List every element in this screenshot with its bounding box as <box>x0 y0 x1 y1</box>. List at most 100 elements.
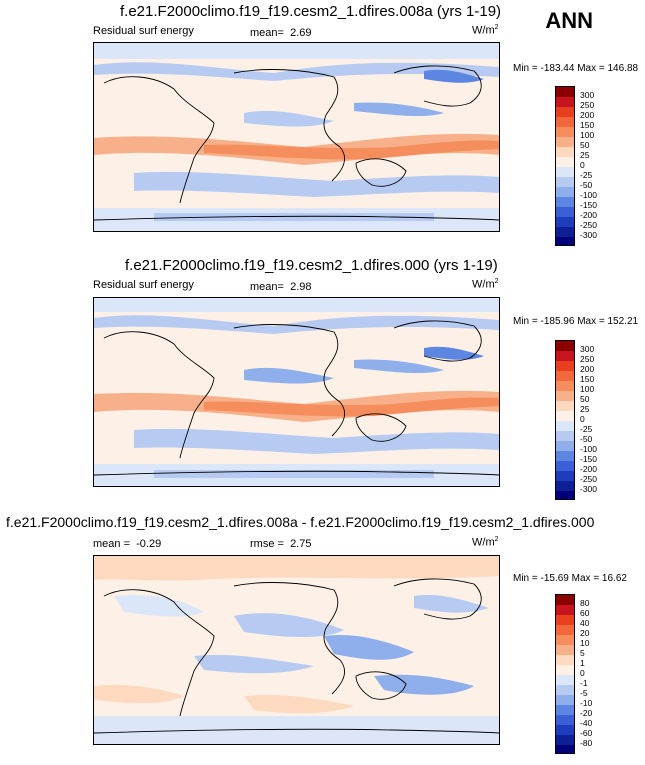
colorbar-swatch <box>556 177 574 187</box>
colorbar-swatch <box>556 361 574 371</box>
colorbar-tick-label: -10 <box>580 698 593 708</box>
colorbar-tick-label: 100 <box>580 130 595 140</box>
colorbar-swatch <box>556 351 574 361</box>
colorbar-tick-label: 60 <box>580 608 590 618</box>
units-label: W/m2 <box>472 24 499 37</box>
colorbar-swatch <box>556 595 574 605</box>
colorbar-swatch <box>556 197 574 207</box>
colorbar-swatch <box>556 725 574 735</box>
colorbar-tick-label: 150 <box>580 120 595 130</box>
min-max-label: Min = -15.69 Max = 16.62 <box>513 573 627 584</box>
map-field <box>94 556 499 744</box>
map-plot <box>93 42 500 232</box>
colorbar-swatch <box>556 147 574 157</box>
colorbar-tick-label: -80 <box>580 738 593 748</box>
colorbar-swatch <box>556 461 574 471</box>
mean-stat: mean= 2.98 <box>250 281 312 293</box>
colorbar-tick-label: 0 <box>580 160 585 170</box>
map-plot <box>93 555 500 745</box>
colorbar-tick-label: 40 <box>580 618 590 628</box>
colorbar-tick-label: -20 <box>580 708 593 718</box>
colorbar-swatch <box>556 227 574 237</box>
colorbar-tick-label: -25 <box>580 170 593 180</box>
colorbar-swatch <box>556 207 574 217</box>
colorbar-swatch <box>556 107 574 117</box>
colorbar-swatch <box>556 735 574 745</box>
colorbar-tick-label: -150 <box>580 200 598 210</box>
colorbar-tick-label: 50 <box>580 140 590 150</box>
colorbar-tick-label: -150 <box>580 454 598 464</box>
colorbar-tick-label: -300 <box>580 484 598 494</box>
colorbar-tick-label: 300 <box>580 90 595 100</box>
colorbar-swatch <box>556 371 574 381</box>
colorbar-tick-label: 250 <box>580 354 595 364</box>
rmse-stat: rmse = 2.75 <box>250 538 312 550</box>
colorbar-tick-label: 0 <box>580 414 585 424</box>
colorbar-tick-label: 200 <box>580 364 595 374</box>
colorbar-tick-label: 300 <box>580 344 595 354</box>
colorbar-swatch <box>556 97 574 107</box>
colorbar-tick-label: -5 <box>580 688 588 698</box>
colorbar-swatch <box>556 615 574 625</box>
colorbar-swatch <box>556 401 574 411</box>
colorbar-swatch <box>556 625 574 635</box>
colorbar-swatch <box>556 137 574 147</box>
colorbar-swatch <box>556 665 574 675</box>
panel-title: f.e21.F2000climo.f19_f19.cesm2_1.dfires.… <box>6 514 595 530</box>
colorbar-swatch <box>556 187 574 197</box>
colorbar <box>555 340 575 500</box>
min-max-label: Min = -185.96 Max = 152.21 <box>513 316 639 327</box>
colorbar-swatch <box>556 745 574 753</box>
colorbar-swatch <box>556 655 574 665</box>
season-label: ANN <box>545 8 593 33</box>
units-label: W/m2 <box>472 278 499 291</box>
colorbar-swatch <box>556 645 574 655</box>
colorbar-swatch <box>556 605 574 615</box>
colorbar-swatch <box>556 411 574 421</box>
colorbar-tick-label: 250 <box>580 100 595 110</box>
colorbar-swatch <box>556 117 574 127</box>
colorbar-swatch <box>556 167 574 177</box>
colorbar-swatch <box>556 431 574 441</box>
colorbar-swatch <box>556 391 574 401</box>
colorbar-tick-label: 200 <box>580 110 595 120</box>
colorbar-tick-label: 50 <box>580 394 590 404</box>
colorbar-swatch <box>556 705 574 715</box>
colorbar-swatch <box>556 421 574 431</box>
colorbar-tick-label: 10 <box>580 638 590 648</box>
colorbar-swatch <box>556 481 574 491</box>
colorbar-swatch <box>556 451 574 461</box>
variable-label: Residual surf energy <box>93 279 194 291</box>
colorbar-tick-label: -250 <box>580 220 598 230</box>
colorbar-tick-label: -40 <box>580 718 593 728</box>
colorbar-tick-label: -200 <box>580 210 598 220</box>
colorbar-swatch <box>556 237 574 245</box>
variable-label: Residual surf energy <box>93 25 194 37</box>
colorbar <box>555 86 575 246</box>
map-field <box>94 43 499 231</box>
colorbar-tick-label: 1 <box>580 658 585 668</box>
colorbar-swatch <box>556 441 574 451</box>
colorbar-tick-label: -250 <box>580 474 598 484</box>
colorbar-tick-label: 100 <box>580 384 595 394</box>
map-field <box>94 298 499 486</box>
colorbar-tick-label: 20 <box>580 628 590 638</box>
colorbar-swatch <box>556 675 574 685</box>
colorbar-swatch <box>556 127 574 137</box>
colorbar-tick-label: -50 <box>580 180 593 190</box>
colorbar-swatch <box>556 685 574 695</box>
units-label: W/m2 <box>472 536 499 549</box>
colorbar-swatch <box>556 695 574 705</box>
colorbar-tick-label: 5 <box>580 648 585 658</box>
colorbar-swatch <box>556 471 574 481</box>
colorbar-tick-label: -1 <box>580 678 588 688</box>
colorbar-swatch <box>556 157 574 167</box>
mean-stat: mean= 2.69 <box>250 27 312 39</box>
colorbar-tick-label: -100 <box>580 444 598 454</box>
colorbar-tick-label: 25 <box>580 404 590 414</box>
colorbar-tick-label: 80 <box>580 598 590 608</box>
panel-title: f.e21.F2000climo.f19_f19.cesm2_1.dfires.… <box>125 257 498 274</box>
colorbar-tick-label: 0 <box>580 668 585 678</box>
colorbar-swatch <box>556 87 574 97</box>
colorbar-tick-label: -200 <box>580 464 598 474</box>
